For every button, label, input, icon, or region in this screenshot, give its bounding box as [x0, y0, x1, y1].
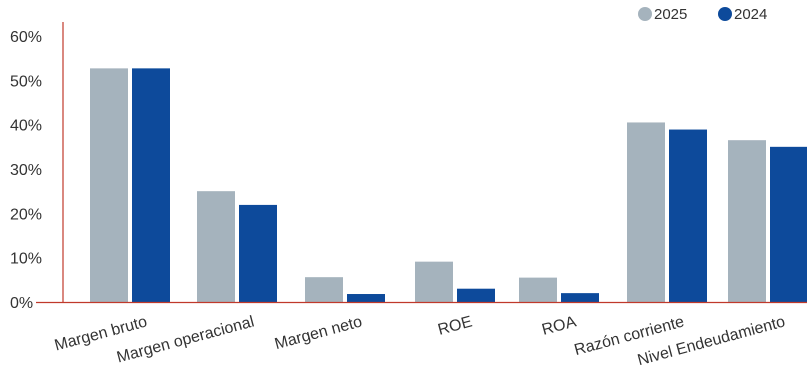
y-tick-label: 20%: [10, 206, 42, 223]
y-tick-label: 0%: [10, 295, 33, 312]
bar-2025: [627, 122, 665, 302]
y-tick-label: 60%: [10, 29, 42, 46]
bar-2025: [728, 140, 766, 302]
bar-2024: [669, 129, 707, 302]
y-tick-label: 50%: [10, 73, 42, 90]
bar-2025: [415, 261, 453, 302]
bar-2025: [305, 277, 343, 302]
bars: [90, 68, 807, 302]
bar-2024: [457, 288, 495, 302]
axes: [36, 22, 807, 304]
y-tick-label: 10%: [10, 251, 42, 268]
legend-swatch-2025: [638, 7, 652, 21]
bar-2024: [239, 204, 277, 302]
y-axis-labels: 0% 10% 20% 30% 40% 50% 60%: [10, 29, 42, 312]
legend-swatch-2024: [718, 7, 732, 21]
category-label: ROE: [436, 313, 474, 338]
y-tick-label: 40%: [10, 118, 42, 135]
legend-label-2025: 2025: [654, 6, 687, 23]
y-tick-label: 30%: [10, 162, 42, 179]
bar-2024: [347, 294, 385, 302]
bar-2024: [770, 146, 807, 302]
category-label: Margen neto: [273, 313, 364, 353]
bar-2025: [90, 68, 128, 302]
legend-label-2024: 2024: [734, 6, 767, 23]
bar-2024: [132, 68, 170, 302]
bar-2024: [561, 293, 599, 302]
bar-2025: [197, 191, 235, 302]
legend: 2025 2024: [638, 6, 767, 23]
bar-2025: [519, 277, 557, 302]
category-label: ROA: [540, 313, 578, 338]
